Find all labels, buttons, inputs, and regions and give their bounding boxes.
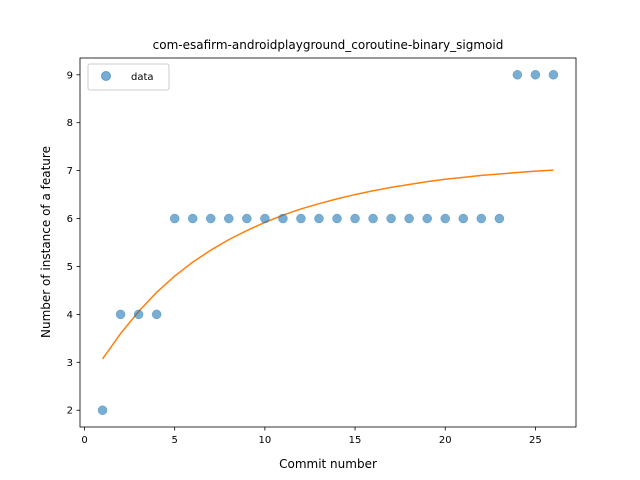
data-point — [97, 405, 108, 415]
plot-area — [97, 70, 559, 415]
y-tick-label: 3 — [67, 358, 73, 369]
y-tick-label: 6 — [67, 214, 73, 225]
y-tick-label: 5 — [67, 262, 73, 273]
data-point — [512, 70, 523, 80]
data-point — [133, 309, 144, 320]
y-tick-label: 8 — [67, 118, 73, 129]
data-point — [422, 213, 432, 224]
data-point — [206, 213, 216, 224]
chart-title: com-esafirm-androidplayground_coroutine-… — [153, 38, 504, 52]
legend-marker-data — [101, 71, 111, 81]
data-point — [314, 213, 324, 224]
x-tick-label: 0 — [81, 435, 87, 446]
data-point — [494, 213, 505, 224]
y-tick-label: 7 — [67, 166, 73, 177]
legend-box — [87, 63, 170, 91]
y-tick-label: 2 — [67, 406, 73, 417]
axis-ticks: 0 5 10 15 20 25 2 3 4 5 6 7 8 9 — [67, 57, 577, 446]
data-point — [368, 213, 378, 224]
data-point — [440, 213, 450, 224]
data-point — [386, 213, 396, 224]
data-point — [404, 213, 414, 224]
y-tick-label: 9 — [67, 70, 73, 81]
x-tick-label: 15 — [349, 435, 362, 446]
data-point — [296, 213, 306, 224]
data-point — [224, 213, 234, 224]
data-point — [242, 213, 252, 224]
data-point — [151, 309, 162, 320]
y-axis-label: Number of instance of a feature — [39, 146, 53, 338]
data-point — [458, 213, 469, 224]
data-point — [530, 70, 541, 80]
data-point — [169, 213, 180, 224]
data-point — [332, 213, 342, 224]
data-point — [187, 213, 198, 224]
data-point — [350, 213, 360, 224]
data-point — [278, 213, 288, 224]
y-tick-label: 4 — [67, 310, 73, 321]
x-tick-label: 5 — [172, 435, 178, 446]
data-point — [548, 70, 559, 80]
legend: data — [87, 63, 170, 91]
data-point — [260, 213, 270, 224]
x-tick-label: 25 — [529, 435, 542, 446]
fitted-curve-line — [101, 169, 554, 360]
x-tick-label: 10 — [259, 435, 272, 446]
x-tick-label: 20 — [439, 435, 452, 446]
x-axis-label: Commit number — [279, 457, 377, 471]
legend-label-data: data — [131, 72, 154, 83]
axes-frame — [79, 57, 577, 428]
data-point — [476, 213, 487, 224]
data-point — [115, 309, 126, 320]
